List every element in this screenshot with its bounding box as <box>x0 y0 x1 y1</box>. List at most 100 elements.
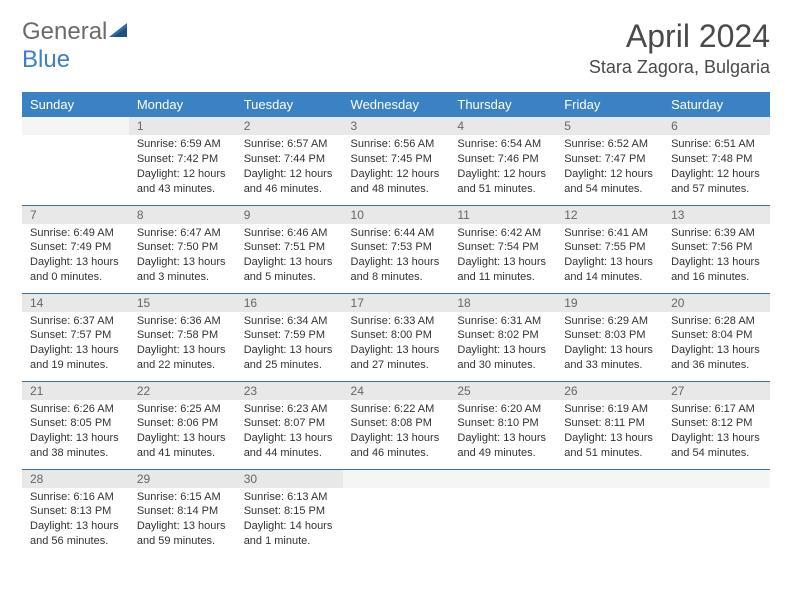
calendar-day-cell <box>449 469 556 557</box>
sunrise-text: Sunrise: 6:47 AM <box>137 226 228 241</box>
calendar-week-row: 7Sunrise: 6:49 AMSunset: 7:49 PMDaylight… <box>22 205 770 293</box>
calendar-day-cell: 22Sunrise: 6:25 AMSunset: 8:06 PMDayligh… <box>129 381 236 469</box>
day-details: Sunrise: 6:47 AMSunset: 7:50 PMDaylight:… <box>129 224 236 289</box>
daylight-text: Daylight: 13 hours and 0 minutes. <box>30 255 121 285</box>
daylight-text: Daylight: 13 hours and 44 minutes. <box>244 431 335 461</box>
sunset-text: Sunset: 8:12 PM <box>671 416 762 431</box>
day-details: Sunrise: 6:19 AMSunset: 8:11 PMDaylight:… <box>556 400 663 465</box>
sunset-text: Sunset: 7:59 PM <box>244 328 335 343</box>
day-details: Sunrise: 6:52 AMSunset: 7:47 PMDaylight:… <box>556 135 663 200</box>
sunset-text: Sunset: 8:14 PM <box>137 504 228 519</box>
sunrise-text: Sunrise: 6:46 AM <box>244 226 335 241</box>
page-header: General Blue April 2024 Stara Zagora, Bu… <box>22 18 770 78</box>
daylight-text: Daylight: 13 hours and 54 minutes. <box>671 431 762 461</box>
day-number: 14 <box>22 294 129 312</box>
day-number: 26 <box>556 382 663 400</box>
weekday-header: Sunday <box>22 92 129 117</box>
daylight-text: Daylight: 12 hours and 43 minutes. <box>137 167 228 197</box>
daylight-text: Daylight: 13 hours and 3 minutes. <box>137 255 228 285</box>
sunrise-text: Sunrise: 6:28 AM <box>671 314 762 329</box>
calendar-day-cell <box>663 469 770 557</box>
calendar-day-cell: 17Sunrise: 6:33 AMSunset: 8:00 PMDayligh… <box>343 293 450 381</box>
sunrise-text: Sunrise: 6:33 AM <box>351 314 442 329</box>
calendar-day-cell: 15Sunrise: 6:36 AMSunset: 7:58 PMDayligh… <box>129 293 236 381</box>
calendar-day-cell: 20Sunrise: 6:28 AMSunset: 8:04 PMDayligh… <box>663 293 770 381</box>
sunrise-text: Sunrise: 6:34 AM <box>244 314 335 329</box>
calendar-day-cell: 4Sunrise: 6:54 AMSunset: 7:46 PMDaylight… <box>449 117 556 205</box>
day-number: 17 <box>343 294 450 312</box>
daylight-text: Daylight: 13 hours and 5 minutes. <box>244 255 335 285</box>
daylight-text: Daylight: 12 hours and 54 minutes. <box>564 167 655 197</box>
calendar-day-cell: 5Sunrise: 6:52 AMSunset: 7:47 PMDaylight… <box>556 117 663 205</box>
calendar-day-cell: 2Sunrise: 6:57 AMSunset: 7:44 PMDaylight… <box>236 117 343 205</box>
daylight-text: Daylight: 13 hours and 49 minutes. <box>457 431 548 461</box>
calendar-week-row: 1Sunrise: 6:59 AMSunset: 7:42 PMDaylight… <box>22 117 770 205</box>
sunset-text: Sunset: 8:06 PM <box>137 416 228 431</box>
sunset-text: Sunset: 8:00 PM <box>351 328 442 343</box>
day-details: Sunrise: 6:13 AMSunset: 8:15 PMDaylight:… <box>236 488 343 553</box>
daylight-text: Daylight: 12 hours and 51 minutes. <box>457 167 548 197</box>
day-details: Sunrise: 6:56 AMSunset: 7:45 PMDaylight:… <box>343 135 450 200</box>
sunset-text: Sunset: 8:07 PM <box>244 416 335 431</box>
calendar-day-cell: 13Sunrise: 6:39 AMSunset: 7:56 PMDayligh… <box>663 205 770 293</box>
sunrise-text: Sunrise: 6:20 AM <box>457 402 548 417</box>
calendar-day-cell: 29Sunrise: 6:15 AMSunset: 8:14 PMDayligh… <box>129 469 236 557</box>
day-number: 28 <box>22 470 129 488</box>
day-number: 22 <box>129 382 236 400</box>
day-details <box>343 488 450 494</box>
day-details: Sunrise: 6:17 AMSunset: 8:12 PMDaylight:… <box>663 400 770 465</box>
daylight-text: Daylight: 13 hours and 25 minutes. <box>244 343 335 373</box>
sunset-text: Sunset: 8:15 PM <box>244 504 335 519</box>
daylight-text: Daylight: 14 hours and 1 minute. <box>244 519 335 549</box>
day-details: Sunrise: 6:42 AMSunset: 7:54 PMDaylight:… <box>449 224 556 289</box>
day-number <box>343 470 450 488</box>
day-number: 6 <box>663 117 770 135</box>
weekday-header: Thursday <box>449 92 556 117</box>
day-number: 21 <box>22 382 129 400</box>
sunset-text: Sunset: 7:57 PM <box>30 328 121 343</box>
daylight-text: Daylight: 13 hours and 11 minutes. <box>457 255 548 285</box>
calendar-day-cell: 19Sunrise: 6:29 AMSunset: 8:03 PMDayligh… <box>556 293 663 381</box>
calendar-day-cell <box>22 117 129 205</box>
day-details: Sunrise: 6:25 AMSunset: 8:06 PMDaylight:… <box>129 400 236 465</box>
sunset-text: Sunset: 7:44 PM <box>244 152 335 167</box>
day-number: 3 <box>343 117 450 135</box>
day-details <box>449 488 556 494</box>
day-number <box>556 470 663 488</box>
calendar-day-cell: 10Sunrise: 6:44 AMSunset: 7:53 PMDayligh… <box>343 205 450 293</box>
sunrise-text: Sunrise: 6:42 AM <box>457 226 548 241</box>
day-details: Sunrise: 6:34 AMSunset: 7:59 PMDaylight:… <box>236 312 343 377</box>
day-details: Sunrise: 6:23 AMSunset: 8:07 PMDaylight:… <box>236 400 343 465</box>
day-details: Sunrise: 6:41 AMSunset: 7:55 PMDaylight:… <box>556 224 663 289</box>
sunrise-text: Sunrise: 6:29 AM <box>564 314 655 329</box>
sunrise-text: Sunrise: 6:56 AM <box>351 137 442 152</box>
calendar-day-cell: 7Sunrise: 6:49 AMSunset: 7:49 PMDaylight… <box>22 205 129 293</box>
day-details: Sunrise: 6:22 AMSunset: 8:08 PMDaylight:… <box>343 400 450 465</box>
day-number: 12 <box>556 206 663 224</box>
day-number <box>663 470 770 488</box>
calendar-day-cell: 30Sunrise: 6:13 AMSunset: 8:15 PMDayligh… <box>236 469 343 557</box>
sunset-text: Sunset: 7:54 PM <box>457 240 548 255</box>
sunset-text: Sunset: 7:53 PM <box>351 240 442 255</box>
daylight-text: Daylight: 13 hours and 16 minutes. <box>671 255 762 285</box>
weekday-header-row: Sunday Monday Tuesday Wednesday Thursday… <box>22 92 770 117</box>
sunset-text: Sunset: 7:58 PM <box>137 328 228 343</box>
calendar-day-cell <box>556 469 663 557</box>
calendar-day-cell: 25Sunrise: 6:20 AMSunset: 8:10 PMDayligh… <box>449 381 556 469</box>
day-number: 7 <box>22 206 129 224</box>
day-number: 30 <box>236 470 343 488</box>
sunset-text: Sunset: 7:48 PM <box>671 152 762 167</box>
sunset-text: Sunset: 8:04 PM <box>671 328 762 343</box>
sunset-text: Sunset: 8:05 PM <box>30 416 121 431</box>
sunset-text: Sunset: 8:08 PM <box>351 416 442 431</box>
sunrise-text: Sunrise: 6:51 AM <box>671 137 762 152</box>
day-details: Sunrise: 6:33 AMSunset: 8:00 PMDaylight:… <box>343 312 450 377</box>
day-details: Sunrise: 6:28 AMSunset: 8:04 PMDaylight:… <box>663 312 770 377</box>
daylight-text: Daylight: 13 hours and 8 minutes. <box>351 255 442 285</box>
logo: General Blue <box>22 18 131 74</box>
weekday-header: Wednesday <box>343 92 450 117</box>
day-number: 13 <box>663 206 770 224</box>
day-details: Sunrise: 6:44 AMSunset: 7:53 PMDaylight:… <box>343 224 450 289</box>
day-number: 10 <box>343 206 450 224</box>
day-details: Sunrise: 6:51 AMSunset: 7:48 PMDaylight:… <box>663 135 770 200</box>
